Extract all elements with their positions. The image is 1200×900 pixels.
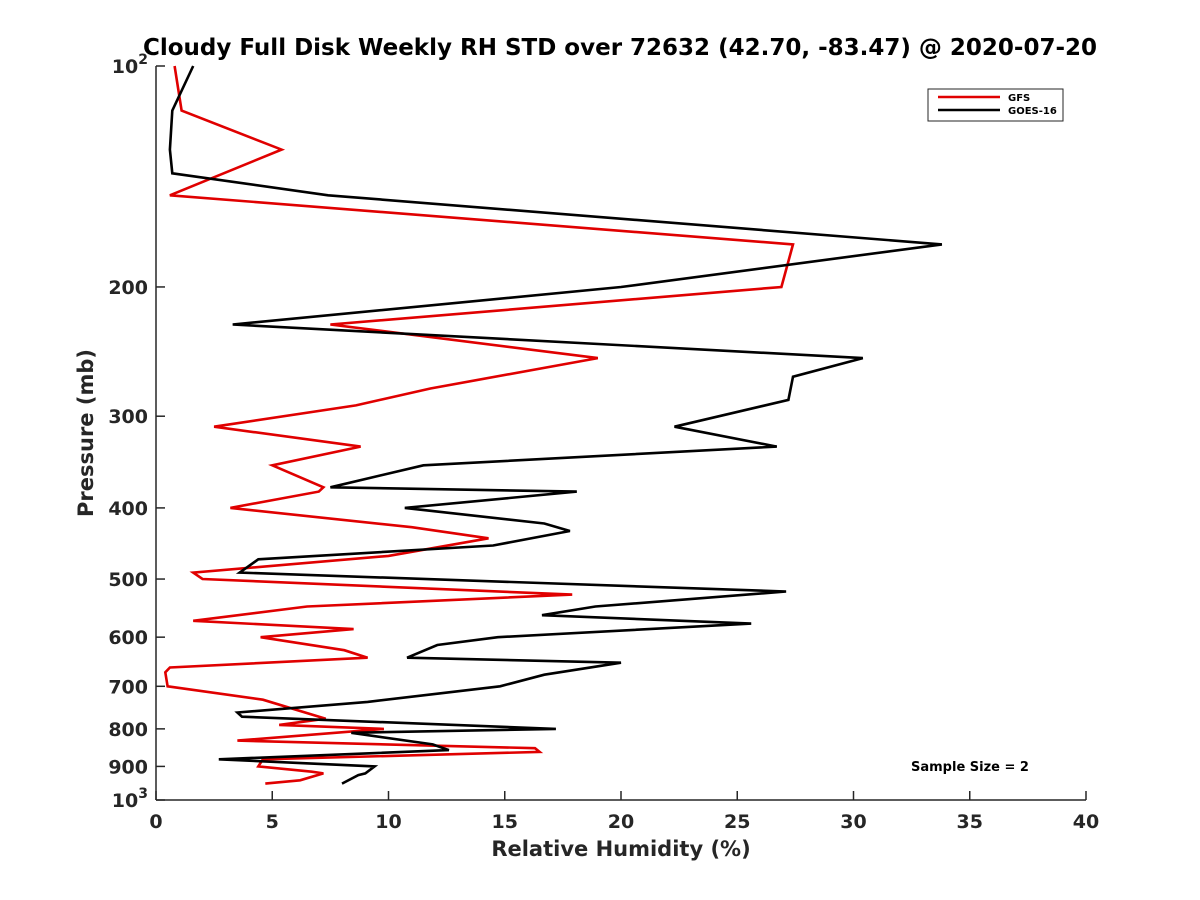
chart-title: Cloudy Full Disk Weekly RH STD over 7263… (143, 35, 1097, 61)
x-tick-label: 10 (375, 811, 401, 833)
x-tick-label: 5 (266, 811, 279, 833)
x-tick-label: 20 (608, 811, 634, 833)
x-tick-label: 35 (957, 811, 983, 833)
y-tick-label: 103 (112, 786, 148, 812)
series-line-gfs (163, 65, 795, 785)
series-gfs (163, 65, 795, 785)
legend-label-gfs: GFS (1008, 93, 1030, 104)
series-line-goes-16 (168, 65, 943, 785)
y-tick-label: 700 (108, 676, 148, 698)
x-tick-label: 40 (1073, 811, 1099, 833)
y-tick-label: 102 (112, 52, 148, 78)
axes (155, 66, 1086, 801)
series-layer (163, 65, 943, 785)
x-tick-label: 30 (840, 811, 866, 833)
y-tick-label: 200 (108, 277, 148, 299)
x-axis-label: Relative Humidity (%) (491, 837, 750, 861)
y-tick-label: 400 (108, 498, 148, 520)
y-tick-label: 800 (108, 719, 148, 741)
x-tick-label: 25 (724, 811, 750, 833)
y-axis-label: Pressure (mb) (74, 349, 98, 517)
y-tick-label: 900 (108, 756, 148, 778)
y-tick-label: 300 (108, 406, 148, 428)
y-tick-label: 600 (108, 627, 148, 649)
x-ticks: 0 5 10 15 20 25 30 35 40 (149, 791, 1099, 833)
y-tick-label: 500 (108, 569, 148, 591)
legend-box (927, 88, 1064, 122)
legend-label-goes-16: GOES-16 (1008, 106, 1057, 117)
series-goes-16 (168, 65, 943, 785)
x-tick-label: 15 (492, 811, 518, 833)
x-tick-label: 0 (149, 811, 162, 833)
y-ticks: 102 200 300 400 500 600 700 800 900 103 (108, 52, 165, 812)
legend: GFS GOES-16 (927, 88, 1064, 122)
sample-size-annotation: Sample Size = 2 (911, 760, 1029, 775)
